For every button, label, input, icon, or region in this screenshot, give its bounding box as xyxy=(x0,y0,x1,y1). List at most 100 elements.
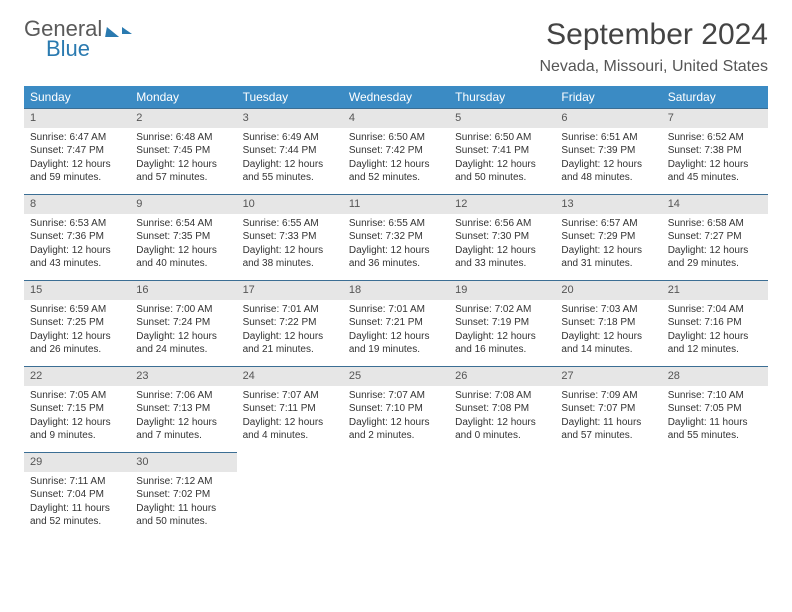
calendar-day-cell: 26Sunrise: 7:08 AMSunset: 7:08 PMDayligh… xyxy=(449,366,555,452)
sunrise-value: 6:58 AM xyxy=(707,218,744,229)
calendar-day-cell: 18Sunrise: 7:01 AMSunset: 7:21 PMDayligh… xyxy=(343,280,449,366)
sunrise-value: 7:07 AM xyxy=(282,390,319,401)
day-details: Sunrise: 6:52 AMSunset: 7:38 PMDaylight:… xyxy=(662,128,768,189)
sunset-line: Sunset: 7:05 PM xyxy=(668,402,762,416)
sunrise-value: 7:01 AM xyxy=(388,304,425,315)
sunset-value: 7:10 PM xyxy=(386,403,423,414)
daylight-value: 12 hours and 31 minutes. xyxy=(561,245,642,270)
sunrise-value: 6:50 AM xyxy=(388,132,425,143)
calendar-day-cell: 25Sunrise: 7:07 AMSunset: 7:10 PMDayligh… xyxy=(343,366,449,452)
sunrise-line: Sunrise: 7:02 AM xyxy=(455,303,549,317)
calendar-day-cell: 30Sunrise: 7:12 AMSunset: 7:02 PMDayligh… xyxy=(130,452,236,538)
weekday-header: Wednesday xyxy=(343,86,449,108)
sunset-line: Sunset: 7:29 PM xyxy=(561,230,655,244)
daylight-value: 12 hours and 2 minutes. xyxy=(349,417,430,442)
day-number: 10 xyxy=(237,194,343,214)
daylight-value: 12 hours and 21 minutes. xyxy=(243,331,324,356)
day-details: Sunrise: 7:12 AMSunset: 7:02 PMDaylight:… xyxy=(130,472,236,533)
weekday-header: Tuesday xyxy=(237,86,343,108)
sunrise-value: 6:49 AM xyxy=(282,132,319,143)
sunset-line: Sunset: 7:15 PM xyxy=(30,402,124,416)
sunset-line: Sunset: 7:24 PM xyxy=(136,316,230,330)
daylight-value: 12 hours and 55 minutes. xyxy=(243,159,324,184)
daylight-value: 11 hours and 50 minutes. xyxy=(136,503,216,528)
daylight-line: Daylight: 12 hours and 26 minutes. xyxy=(30,330,124,357)
sunrise-line: Sunrise: 6:49 AM xyxy=(243,131,337,145)
calendar-week-row: 1Sunrise: 6:47 AMSunset: 7:47 PMDaylight… xyxy=(24,108,768,194)
sunrise-value: 6:53 AM xyxy=(69,218,106,229)
sunset-value: 7:29 PM xyxy=(598,231,635,242)
sunset-value: 7:07 PM xyxy=(598,403,635,414)
day-details: Sunrise: 7:02 AMSunset: 7:19 PMDaylight:… xyxy=(449,300,555,361)
sunset-value: 7:15 PM xyxy=(67,403,104,414)
daylight-value: 12 hours and 7 minutes. xyxy=(136,417,217,442)
daylight-value: 12 hours and 24 minutes. xyxy=(136,331,217,356)
sunset-value: 7:30 PM xyxy=(492,231,529,242)
daylight-line: Daylight: 12 hours and 4 minutes. xyxy=(243,416,337,443)
day-number: 1 xyxy=(24,108,130,128)
calendar-day-cell: 23Sunrise: 7:06 AMSunset: 7:13 PMDayligh… xyxy=(130,366,236,452)
sunset-value: 7:27 PM xyxy=(704,231,741,242)
sunrise-value: 7:11 AM xyxy=(69,476,105,487)
daylight-line: Daylight: 12 hours and 52 minutes. xyxy=(349,158,443,185)
calendar-day-cell: 29Sunrise: 7:11 AMSunset: 7:04 PMDayligh… xyxy=(24,452,130,538)
day-number: 26 xyxy=(449,366,555,386)
daylight-line: Daylight: 12 hours and 57 minutes. xyxy=(136,158,230,185)
calendar-week-row: 29Sunrise: 7:11 AMSunset: 7:04 PMDayligh… xyxy=(24,452,768,538)
calendar-day-cell: 13Sunrise: 6:57 AMSunset: 7:29 PMDayligh… xyxy=(555,194,661,280)
sunrise-line: Sunrise: 6:54 AM xyxy=(136,217,230,231)
day-details: Sunrise: 7:00 AMSunset: 7:24 PMDaylight:… xyxy=(130,300,236,361)
daylight-value: 12 hours and 16 minutes. xyxy=(455,331,536,356)
sunset-line: Sunset: 7:41 PM xyxy=(455,144,549,158)
daylight-line: Daylight: 12 hours and 14 minutes. xyxy=(561,330,655,357)
daylight-line: Daylight: 12 hours and 21 minutes. xyxy=(243,330,337,357)
sunrise-value: 7:07 AM xyxy=(388,390,425,401)
sunset-value: 7:21 PM xyxy=(386,317,423,328)
sunrise-value: 6:52 AM xyxy=(707,132,744,143)
sunrise-line: Sunrise: 7:05 AM xyxy=(30,389,124,403)
calendar-table: SundayMondayTuesdayWednesdayThursdayFrid… xyxy=(24,86,768,538)
calendar-day-cell: .. xyxy=(555,452,661,538)
calendar-day-cell: 6Sunrise: 6:51 AMSunset: 7:39 PMDaylight… xyxy=(555,108,661,194)
logo: General Blue xyxy=(24,18,132,60)
daylight-line: Daylight: 12 hours and 31 minutes. xyxy=(561,244,655,271)
calendar-day-cell: 12Sunrise: 6:56 AMSunset: 7:30 PMDayligh… xyxy=(449,194,555,280)
daylight-line: Daylight: 12 hours and 24 minutes. xyxy=(136,330,230,357)
day-number: 23 xyxy=(130,366,236,386)
calendar-week-row: 22Sunrise: 7:05 AMSunset: 7:15 PMDayligh… xyxy=(24,366,768,452)
calendar-day-cell: .. xyxy=(237,452,343,538)
daylight-line: Daylight: 12 hours and 48 minutes. xyxy=(561,158,655,185)
weekday-header: Thursday xyxy=(449,86,555,108)
calendar-week-row: 8Sunrise: 6:53 AMSunset: 7:36 PMDaylight… xyxy=(24,194,768,280)
sunset-value: 7:18 PM xyxy=(598,317,635,328)
daylight-value: 12 hours and 57 minutes. xyxy=(136,159,217,184)
day-details: Sunrise: 7:04 AMSunset: 7:16 PMDaylight:… xyxy=(662,300,768,361)
day-number: 9 xyxy=(130,194,236,214)
sunset-line: Sunset: 7:22 PM xyxy=(243,316,337,330)
sunrise-value: 6:54 AM xyxy=(176,218,213,229)
daylight-value: 12 hours and 12 minutes. xyxy=(668,331,749,356)
sunrise-line: Sunrise: 7:10 AM xyxy=(668,389,762,403)
day-details: Sunrise: 7:10 AMSunset: 7:05 PMDaylight:… xyxy=(662,386,768,447)
daylight-line: Daylight: 12 hours and 38 minutes. xyxy=(243,244,337,271)
sunrise-value: 7:01 AM xyxy=(282,304,319,315)
sunrise-line: Sunrise: 6:55 AM xyxy=(243,217,337,231)
calendar-day-cell: 7Sunrise: 6:52 AMSunset: 7:38 PMDaylight… xyxy=(662,108,768,194)
calendar-day-cell: 14Sunrise: 6:58 AMSunset: 7:27 PMDayligh… xyxy=(662,194,768,280)
sunset-line: Sunset: 7:19 PM xyxy=(455,316,549,330)
day-number: 5 xyxy=(449,108,555,128)
sunrise-value: 6:56 AM xyxy=(495,218,532,229)
day-number: 24 xyxy=(237,366,343,386)
daylight-line: Daylight: 12 hours and 0 minutes. xyxy=(455,416,549,443)
daylight-line: Daylight: 12 hours and 43 minutes. xyxy=(30,244,124,271)
daylight-value: 12 hours and 59 minutes. xyxy=(30,159,111,184)
daylight-value: 12 hours and 43 minutes. xyxy=(30,245,111,270)
sunrise-line: Sunrise: 6:48 AM xyxy=(136,131,230,145)
sunrise-line: Sunrise: 7:01 AM xyxy=(349,303,443,317)
sunset-line: Sunset: 7:21 PM xyxy=(349,316,443,330)
day-details: Sunrise: 6:55 AMSunset: 7:33 PMDaylight:… xyxy=(237,214,343,275)
calendar-day-cell: 8Sunrise: 6:53 AMSunset: 7:36 PMDaylight… xyxy=(24,194,130,280)
sunset-value: 7:39 PM xyxy=(598,145,635,156)
sunrise-line: Sunrise: 7:12 AM xyxy=(136,475,230,489)
sunrise-value: 6:48 AM xyxy=(176,132,213,143)
